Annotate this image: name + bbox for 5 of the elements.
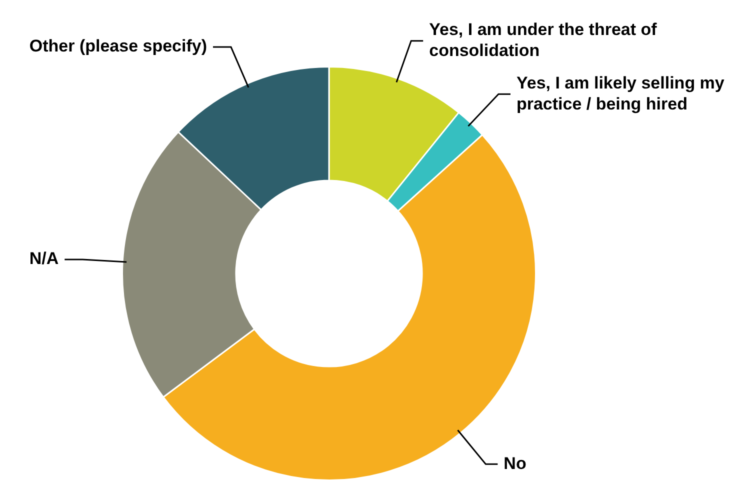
- slice-label: N/A: [29, 249, 59, 268]
- slice-label: Yes, I am likely selling my practice / being hired: [516, 73, 725, 114]
- slice-label: No: [504, 454, 526, 473]
- slice-label: Yes, I am under the threat of consolidation: [429, 20, 658, 60]
- slice-label: Other (please specify): [29, 36, 208, 56]
